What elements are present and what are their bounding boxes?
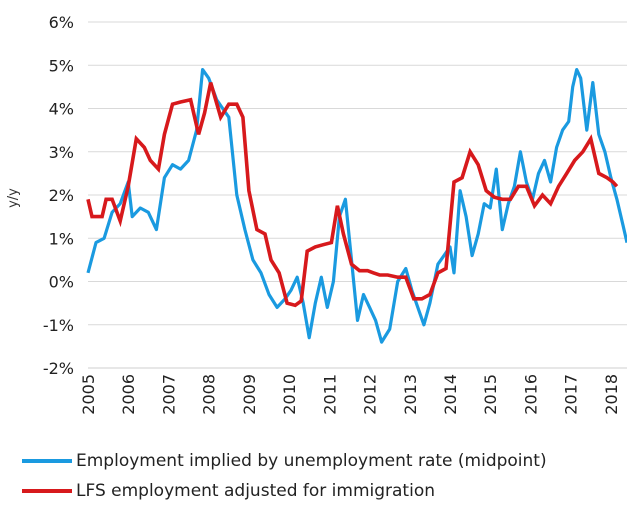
y-tick-label: 6% <box>49 13 74 32</box>
x-tick-label: 2015 <box>481 374 500 415</box>
y-tick-label: -1% <box>43 316 74 335</box>
legend: Employment implied by unemployment rate … <box>22 446 547 506</box>
x-tick-label: 2005 <box>79 374 98 415</box>
x-axis-tick-labels: 2005 2006 2007 2008 2009 2010 2011 2012 2013 2014… <box>79 374 621 415</box>
x-tick-label: 2010 <box>280 374 299 415</box>
grid-lines <box>88 21 627 369</box>
y-tick-label: 4% <box>49 100 74 119</box>
x-tick-label: 2007 <box>159 374 178 415</box>
y-tick-label: 5% <box>49 56 74 75</box>
y-tick-label: 3% <box>49 143 74 162</box>
y-axis-tick-labels: -2% -1% 0% 1% 2% 3% 4% 5% 6% <box>43 13 74 378</box>
series-line-lfs-employment <box>86 82 619 308</box>
y-tick-label: 2% <box>49 186 74 205</box>
x-tick-label: 2012 <box>361 374 380 415</box>
y-tick-label: 1% <box>49 229 74 248</box>
series-line-employment-implied <box>86 67 627 344</box>
x-tick-label: 2018 <box>602 374 621 415</box>
legend-item-employment-implied: Employment implied by unemployment rate … <box>22 446 547 476</box>
legend-item-lfs-employment: LFS employment adjusted for immigration <box>22 476 547 506</box>
legend-label-employment-implied: Employment implied by unemployment rate … <box>76 451 547 471</box>
legend-label-lfs-employment: LFS employment adjusted for immigration <box>76 481 435 501</box>
x-tick-label: 2008 <box>200 374 219 415</box>
series-lines <box>86 67 627 344</box>
x-tick-label: 2017 <box>562 374 581 415</box>
y-axis-label: y/y <box>6 188 21 208</box>
legend-swatch-blue <box>22 459 72 463</box>
x-tick-label: 2009 <box>240 374 259 415</box>
x-tick-label: 2006 <box>119 374 138 415</box>
x-tick-label: 2011 <box>320 374 339 415</box>
y-tick-label: -2% <box>43 359 74 378</box>
x-tick-label: 2014 <box>441 374 460 415</box>
x-tick-label: 2016 <box>521 374 540 415</box>
legend-swatch-red <box>22 489 72 493</box>
y-tick-label: 0% <box>49 273 74 292</box>
x-tick-label: 2013 <box>401 374 420 415</box>
line-chart: -2%-1%0%1%2%3%4%5%6% y/y 2005 2006 2007 200… <box>6 13 627 415</box>
